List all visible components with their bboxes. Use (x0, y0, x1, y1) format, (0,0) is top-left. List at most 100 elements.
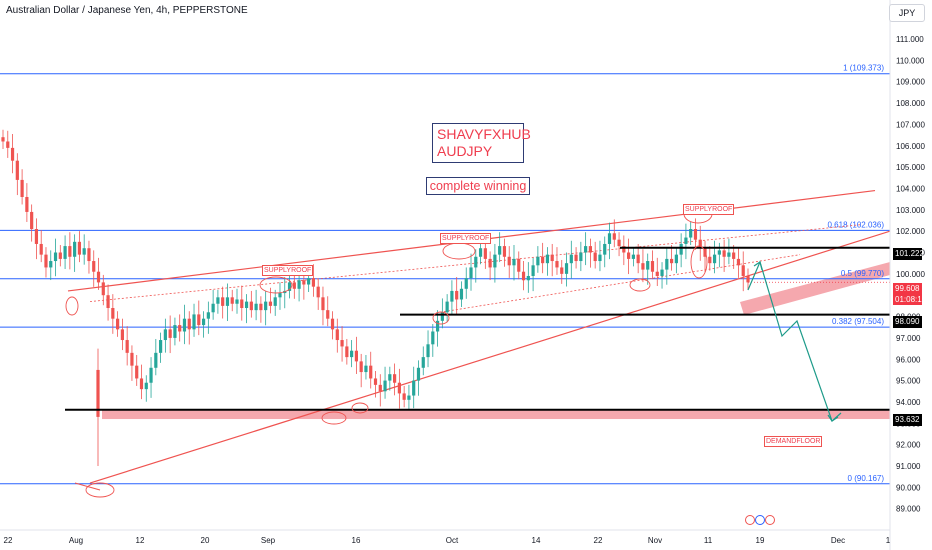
y-tick-label: 110.000 (896, 56, 925, 65)
candle-body (412, 380, 416, 396)
candle-body (550, 254, 554, 262)
candle-body (316, 286, 320, 298)
candle-body (445, 301, 449, 313)
ellipse-marker (85, 482, 115, 498)
candle-body (92, 261, 96, 272)
candle-body (68, 246, 72, 257)
candle-body (25, 196, 29, 212)
candle-body (111, 308, 115, 319)
y-tick-label: 107.000 (896, 120, 925, 129)
candle-body (536, 256, 540, 266)
y-tick-label: 97.000 (896, 334, 921, 343)
y-tick-label: 103.000 (896, 206, 925, 215)
candle-body (311, 278, 316, 287)
candle-body (335, 329, 339, 341)
candle-body (560, 267, 564, 274)
candle-body (96, 271, 101, 283)
candle-body (369, 365, 373, 379)
currency-button[interactable]: JPY (889, 4, 925, 22)
fib-label: 0.5 (99.770) (841, 269, 884, 278)
x-tick-label: 1 (886, 536, 891, 545)
supply-roof-tag-2: SUPPLYROOF (440, 233, 492, 244)
candle-body (555, 261, 559, 268)
candle-body (163, 329, 167, 341)
candle-body (579, 252, 583, 262)
candle-body (307, 278, 311, 285)
candle-body (746, 275, 750, 283)
candle-body (273, 297, 277, 306)
level-label-93: 93.632 (893, 414, 922, 426)
candle-body (244, 301, 249, 309)
candle-body (225, 297, 230, 306)
demand-zones (102, 262, 890, 420)
x-tick-label: 22 (4, 536, 13, 545)
x-tick-label: Oct (446, 536, 459, 545)
brand-name: SHAVYFXHUB (437, 126, 531, 142)
candle-body (708, 256, 712, 264)
projection-arrow-head (753, 261, 763, 271)
x-tick-label: Dec (831, 536, 845, 545)
ellipse-marker (259, 276, 293, 294)
ellipse-markers (65, 204, 713, 498)
event-icon (745, 515, 755, 525)
y-tick-label: 111.000 (896, 35, 924, 44)
candle-body (641, 263, 645, 270)
candle-body (593, 252, 597, 262)
x-tick-label: 14 (532, 536, 541, 545)
chart-title: Australian Dollar / Japanese Yen, 4h, PE… (6, 5, 248, 16)
candle-body (354, 350, 358, 362)
x-tick-label: Nov (648, 536, 662, 545)
candle-body (254, 303, 258, 311)
candle-body (278, 293, 282, 298)
price-axis: 89.00090.00091.00092.00093.00094.00095.0… (889, 0, 925, 550)
candle-body (168, 329, 172, 338)
candle-body (197, 314, 201, 326)
candle-body (517, 258, 521, 272)
fib-label: 0 (90.167) (848, 474, 885, 483)
ellipse-marker (432, 311, 450, 325)
brand-box: SHAVYFXHUB AUDJPY (432, 123, 531, 163)
candle-body (359, 361, 363, 373)
candle-body (6, 141, 10, 148)
candle-body (679, 243, 683, 255)
brand-symbol: AUDJPY (437, 143, 493, 159)
candle-body (106, 295, 110, 309)
candle-body (627, 252, 631, 259)
candle-body (259, 303, 263, 311)
candle-body (20, 179, 24, 197)
y-tick-label: 106.000 (896, 142, 925, 151)
projection-path (747, 260, 842, 423)
candle-body (211, 303, 215, 313)
candle-body (187, 318, 191, 330)
candle-body (421, 357, 425, 368)
candles (1, 129, 750, 466)
y-tick-label: 105.000 (896, 163, 925, 172)
bar-countdown: 01:08:10 (895, 295, 927, 304)
candle-body (674, 254, 678, 264)
candle-body (698, 239, 702, 249)
ellipse-marker (629, 278, 651, 292)
candle-body (660, 269, 664, 276)
candle-body (264, 301, 268, 311)
candle-body (192, 314, 196, 330)
candle-body (469, 267, 473, 279)
candle-body (631, 254, 635, 259)
candle-body (712, 254, 717, 264)
candle-body (478, 248, 483, 257)
candle-body (58, 252, 62, 259)
candle-body (483, 248, 487, 259)
x-tick-label: Sep (261, 536, 276, 545)
candle-body (545, 254, 550, 264)
time-axis: 22 Aug 12 20 Sep 16 Oct 14 22 Nov 11 19 Dec 1 (0, 515, 891, 545)
ellipse-marker (321, 411, 347, 425)
candle-body (665, 258, 669, 270)
y-tick-label: 90.000 (896, 483, 921, 492)
candle-body (10, 147, 15, 161)
candle-body (82, 248, 86, 255)
candle-body (44, 254, 48, 268)
candle-body (30, 211, 34, 230)
candle-body (435, 320, 440, 332)
x-tick-label: 19 (756, 536, 765, 545)
candle-body (722, 250, 726, 257)
